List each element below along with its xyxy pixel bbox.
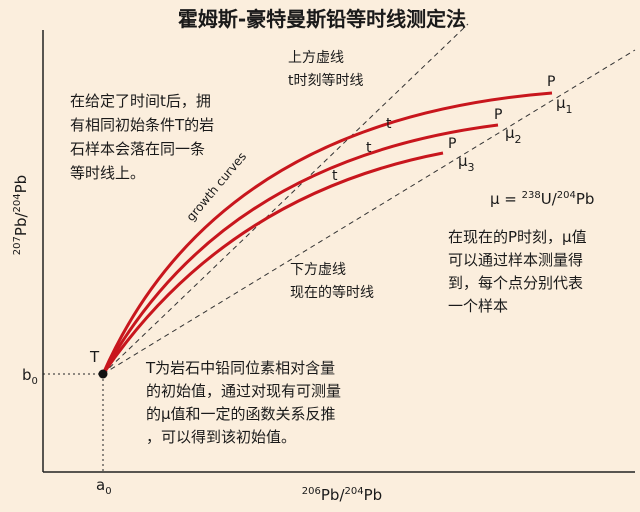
x-axis-label: 206Pb/204Pb xyxy=(302,486,382,504)
t-label: t xyxy=(366,140,372,156)
right-note: 在现在的P时刻，μ值 xyxy=(448,228,587,246)
mu-label: μ1 xyxy=(556,94,573,116)
title: 霍姆斯-豪特曼斯铅等时线测定法 xyxy=(178,7,466,31)
lower-isochron xyxy=(102,49,636,375)
left-note: 石样本会落在同一条 xyxy=(70,140,205,158)
origin-label: T xyxy=(89,348,100,366)
b0-label: b0 xyxy=(22,366,38,387)
t-label: t xyxy=(386,116,392,132)
growth-curve xyxy=(101,123,499,375)
p-label: P xyxy=(547,74,555,90)
origin-point xyxy=(98,369,108,379)
bottom-note: 的初始值，通过对现有可测量 xyxy=(146,382,341,400)
right-note: 一个样本 xyxy=(448,297,508,315)
lower-line-label: 现在的等时线 xyxy=(290,284,374,301)
y-axis-label: 207Pb/204Pb xyxy=(12,175,30,255)
right-note: 到，每个点分别代表 xyxy=(448,274,583,292)
bottom-note: T为岩石中铅同位素相对含量 xyxy=(145,359,335,377)
t-label: t xyxy=(332,168,338,184)
lower-line-label: 下方虚线 xyxy=(290,262,346,278)
right-note: 可以通过样本测量得 xyxy=(448,251,583,269)
formula: μ = 238U/204Pb xyxy=(490,190,594,208)
p-label: P xyxy=(448,136,456,152)
upper-line-label: 上方虚线 xyxy=(288,50,344,66)
p-label: P xyxy=(494,107,502,123)
growth-curve xyxy=(101,91,553,375)
mu-label: μ3 xyxy=(458,152,475,174)
upper-line-label: t时刻等时线 xyxy=(288,72,364,89)
bottom-note: ，可以得到该初始值。 xyxy=(146,428,296,446)
bottom-note: 的μ值和一定的函数关系反推 xyxy=(146,405,336,423)
a0-label: a0 xyxy=(96,476,112,497)
left-note: 在给定了时间t后，拥 xyxy=(70,92,211,110)
left-note: 有相同初始条件T的岩 xyxy=(70,116,214,134)
upper-isochron xyxy=(102,23,469,375)
left-note: 等时线上。 xyxy=(70,164,145,182)
growth-curve xyxy=(101,151,444,375)
mu-label: μ2 xyxy=(505,124,522,146)
